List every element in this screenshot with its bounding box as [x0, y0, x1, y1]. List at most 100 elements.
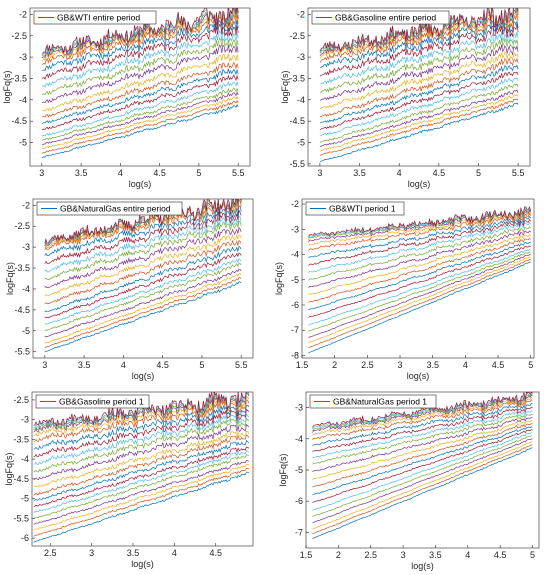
x-axis-title: log(s) [132, 371, 155, 381]
y-tick-label: -3 [291, 224, 299, 234]
x-tick-label: 2.5 [44, 548, 57, 558]
series-line [44, 277, 242, 348]
y-tick-label: -5.5 [13, 513, 29, 523]
series-line [312, 393, 533, 432]
x-tick-label: 1.5 [296, 360, 309, 370]
series-line [33, 392, 250, 433]
series-line [312, 406, 533, 453]
series-line [41, 68, 239, 124]
legend-label: GB&NaturalGas entire period [60, 204, 171, 214]
series-line [312, 435, 533, 518]
x-axis-title: log(s) [411, 561, 434, 571]
legend-box [33, 10, 157, 25]
x-tick-label: 3.5 [75, 168, 88, 178]
y-tick-label: -2 [19, 9, 27, 19]
legend: GB&NaturalGas entire period [36, 201, 183, 216]
series-line [308, 234, 531, 296]
y-tick-label: -4.5 [11, 116, 27, 126]
chart-panel-gb-wti-entire: 3 3.5 4 4.5 5 5.5 -5 -4.5 -4 -3.5 -3 -2.5 -2 log(s) lo… [0, 0, 275, 191]
series-line [41, 9, 239, 62]
series-line [319, 24, 519, 77]
series-group [41, 8, 239, 159]
series-line [33, 439, 250, 501]
x-tick-label: 2 [332, 360, 337, 370]
plot-area [32, 392, 253, 546]
series-line [44, 209, 242, 265]
y-tick-label: -3 [21, 415, 29, 425]
series-line [308, 245, 531, 318]
x-tick-label: 3 [89, 548, 94, 558]
chart-panel-gb-naturalgas-entire: 3 3.5 4 4.5 5 5.5 -5.5 -5 -4.5 -4 -3.5 -3 -2.5 -2 log(… [0, 191, 275, 383]
series-line [319, 37, 519, 93]
series-line [312, 410, 533, 459]
y-axis-title: logFq(s) [5, 262, 15, 295]
x-tick-label: 1.5 [300, 550, 313, 560]
legend: GB&WTI entire period [33, 10, 157, 25]
series-line [44, 252, 242, 319]
y-tick-label: -6 [295, 496, 303, 506]
series-line [319, 8, 519, 57]
series-line [44, 268, 242, 338]
y-tick-label: -4.5 [13, 474, 29, 484]
series-line [41, 20, 239, 72]
series-line [319, 57, 519, 118]
x-tick-label: 4.5 [153, 168, 166, 178]
legend: GB&Gasoline period 1 [35, 394, 150, 409]
series-line [312, 402, 533, 447]
series-line [41, 61, 239, 118]
series-group [44, 199, 242, 353]
series-line [44, 233, 242, 296]
x-tick-label: 5 [528, 360, 533, 370]
legend-label: GB&NaturalGas period 1 [333, 397, 427, 407]
legend-box [36, 201, 183, 216]
axes-box [32, 198, 254, 359]
x-tick-label: 3 [398, 360, 403, 370]
legend-box [305, 201, 405, 216]
x-axis-title: log(s) [407, 371, 430, 381]
series-line [41, 14, 239, 65]
chart-panel-gb-naturalgas-period1: 1.5 2 2.5 3 3.5 4 4.5 5 -7 -6 -5 -4 -3 log(s) logFq(s)… [275, 383, 550, 575]
chart-panel-gb-gasoline-period1: 2.5 3 3.5 4 4.5 -6 -5.5 -5 -4.5 -4 -3.5 -3 -2.5 log(s… [0, 383, 275, 575]
series-line [308, 251, 531, 332]
series-line [312, 432, 533, 511]
series-line [308, 209, 532, 243]
series-line [33, 446, 250, 507]
series-line [44, 227, 242, 288]
y-tick-label: -4.5 [289, 116, 305, 126]
x-tick-label: 4.5 [494, 550, 507, 560]
x-tick-label: 3 [39, 168, 44, 178]
y-tick-label: -8 [291, 350, 299, 360]
series-line [319, 44, 519, 101]
series-line [44, 199, 242, 246]
y-tick-label: -7 [291, 325, 299, 335]
x-tick-label: 3.5 [78, 360, 91, 370]
series-line [41, 80, 239, 137]
series-line [308, 254, 531, 339]
chart-svg: 1.5 2 2.5 3 3.5 4 4.5 5 -7 -6 -5 -4 -3 log(s) logFq(s)… [278, 391, 540, 571]
chart-svg: 3 3.5 4 4.5 5 5.5 -5.5 -5 -4.5 -4 -3.5 -3 -2.5 -2 log(… [280, 7, 531, 189]
series-line [312, 438, 533, 524]
series-line [41, 95, 239, 150]
series-line [312, 444, 533, 535]
x-tick-label: 5 [530, 550, 535, 560]
series-line [41, 37, 239, 96]
y-tick-label: -2.5 [14, 221, 30, 231]
x-tick-label: 2.5 [361, 360, 374, 370]
series-group [312, 392, 533, 540]
x-tick-label: 4 [118, 168, 123, 178]
x-tick-label: 4 [172, 548, 177, 558]
chart-panel-gb-gasoline-entire: 3 3.5 4 4.5 5 5.5 -5.5 -5 -4.5 -4 -3.5 -3 -2.5 -2 log(… [275, 0, 550, 191]
series-line [44, 199, 242, 247]
series-line [33, 468, 249, 537]
axes-box [29, 7, 251, 167]
legend: GB&NaturalGas period 1 [309, 394, 437, 409]
y-tick-label: -4 [21, 454, 29, 464]
series-line [33, 395, 250, 437]
series-line [33, 423, 250, 481]
series-line [33, 417, 250, 473]
x-tick-label: 4 [463, 360, 468, 370]
x-tick-label: 4.5 [209, 548, 222, 558]
y-tick-label: -2.5 [289, 31, 305, 41]
x-tick-label: 5 [476, 168, 481, 178]
y-tick-label: -3.5 [289, 73, 305, 83]
